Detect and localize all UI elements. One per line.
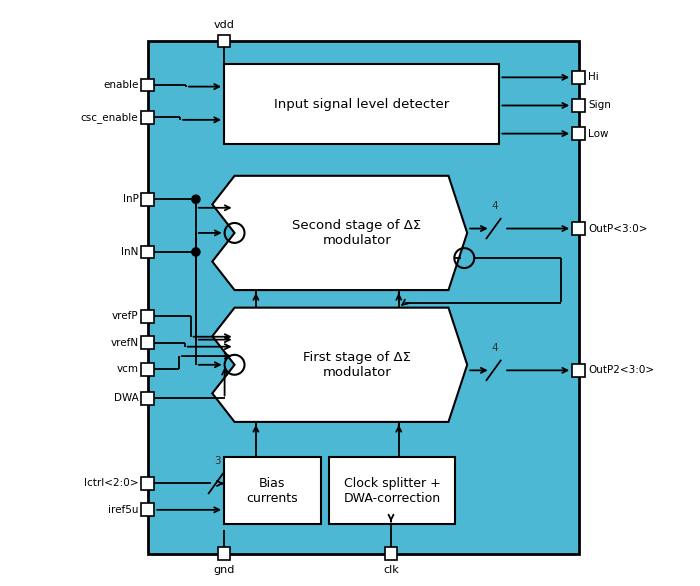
Bar <box>224 64 499 144</box>
Bar <box>224 457 321 524</box>
Text: Second stage of ΔΣ
modulator: Second stage of ΔΣ modulator <box>292 219 421 247</box>
Text: Ictrl<2:0>: Ictrl<2:0> <box>84 478 139 489</box>
Bar <box>141 79 154 91</box>
Bar <box>330 457 456 524</box>
Text: 4: 4 <box>491 201 498 211</box>
Text: vrefN: vrefN <box>111 338 139 348</box>
Text: First stage of ΔΣ
modulator: First stage of ΔΣ modulator <box>302 351 411 379</box>
Bar <box>141 503 154 516</box>
Text: 3: 3 <box>214 456 220 466</box>
Text: OutP2<3:0>: OutP2<3:0> <box>588 365 654 376</box>
Bar <box>572 71 585 84</box>
Bar <box>384 547 398 560</box>
Bar <box>141 111 154 124</box>
Text: enable: enable <box>103 80 139 90</box>
Bar <box>141 477 154 490</box>
Bar <box>572 364 585 377</box>
Text: Clock splitter +
DWA-correction: Clock splitter + DWA-correction <box>344 477 441 505</box>
Text: 4: 4 <box>491 343 498 353</box>
Bar <box>141 336 154 349</box>
Text: clk: clk <box>383 565 399 575</box>
Text: Input signal level detecter: Input signal level detecter <box>274 97 449 111</box>
Text: iref5u: iref5u <box>108 505 139 515</box>
Text: Bias
currents: Bias currents <box>246 477 298 505</box>
Bar <box>572 127 585 140</box>
Text: Low: Low <box>588 128 608 139</box>
Bar <box>572 222 585 235</box>
Polygon shape <box>212 308 467 422</box>
Polygon shape <box>212 176 467 290</box>
Bar <box>141 363 154 376</box>
Circle shape <box>192 248 200 256</box>
Bar <box>572 99 585 112</box>
Bar <box>218 35 230 47</box>
Bar <box>141 310 154 323</box>
Text: gnd: gnd <box>214 565 235 575</box>
Text: InN: InN <box>121 247 139 257</box>
Text: Sign: Sign <box>588 100 611 111</box>
Text: DWA: DWA <box>113 393 139 404</box>
Text: Hi: Hi <box>588 72 598 83</box>
Text: InP: InP <box>122 194 139 205</box>
Bar <box>141 246 154 258</box>
Bar <box>141 392 154 405</box>
Bar <box>148 41 578 554</box>
Circle shape <box>192 195 200 203</box>
Text: vcm: vcm <box>116 364 139 374</box>
Text: vdd: vdd <box>214 20 235 30</box>
Text: vrefP: vrefP <box>112 311 139 322</box>
Bar <box>141 193 154 206</box>
Text: csc_enable: csc_enable <box>80 112 139 122</box>
Text: OutP<3:0>: OutP<3:0> <box>588 223 648 234</box>
Bar <box>218 547 230 560</box>
